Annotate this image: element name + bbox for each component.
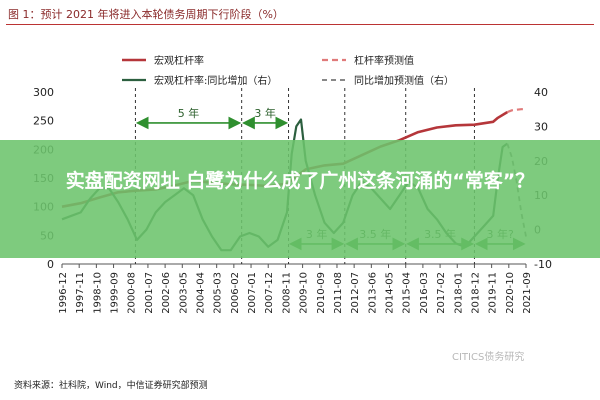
x-tick-label: 2011-08: [333, 272, 344, 314]
x-tick-label: 2018-01: [453, 272, 464, 314]
x-tick-label: 2012-07: [350, 272, 361, 314]
headline-text[interactable]: 实盘配资网址 白鹭为什么成了广州这条河涌的“常客”？: [65, 170, 535, 192]
x-tick-label: 2009-10: [299, 272, 310, 314]
x-tick-label: 2004-04: [195, 272, 206, 314]
x-tick-label: 2007-01: [247, 272, 258, 314]
x-tick-label: 2017-02: [436, 272, 447, 314]
x-tick-label: 1999-09: [110, 272, 121, 314]
legend-label: 同比增加预测值（右）: [354, 74, 454, 87]
x-tick-label: 2001-07: [144, 272, 155, 314]
x-tick-label: 1996-12: [58, 272, 69, 314]
watermark: CITICS债务研究: [452, 352, 525, 363]
x-tick-label: 2013-06: [367, 272, 378, 314]
title-rule: [6, 24, 594, 25]
x-tick-label: 2014-05: [385, 272, 396, 314]
x-tick-label: 2018-12: [470, 272, 481, 314]
source-note: 资料来源：社科院，Wind，中信证券研究部预测: [14, 381, 208, 391]
x-tick-label: 2002-06: [161, 272, 172, 314]
headline-banner[interactable]: [0, 140, 600, 258]
cycle-label: 3 年: [254, 106, 276, 120]
legend-label: 宏观杠杆率:同比增加（右）: [154, 74, 277, 87]
legend-label: 宏观杠杆率: [154, 54, 204, 67]
x-tick-label: 2007-12: [264, 272, 275, 314]
right-tick-label: 40: [534, 86, 548, 99]
x-tick-label: 2021-09: [522, 272, 533, 314]
x-tick-label: 1998-10: [92, 272, 103, 314]
left-tick-label: 300: [33, 86, 54, 99]
x-axis: 1996-12 1997-11 1998-10 1999-09 2000-08 2001-…: [58, 264, 533, 314]
x-tick-label: 2015-04: [402, 272, 413, 314]
legend-label: 杠杆率预测值: [354, 54, 414, 67]
x-tick-label: 2019-11: [488, 272, 499, 314]
x-tick-label: 2016-03: [419, 272, 430, 314]
x-tick-label: 2008-11: [281, 272, 292, 314]
left-tick-label: 250: [33, 115, 54, 128]
right-tick-label: -10: [534, 258, 552, 271]
x-tick-label: 2010-09: [316, 272, 327, 314]
figure-title: 图 1：预计 2021 年将进入本轮债务周期下行阶段（%）: [8, 8, 284, 21]
leverage-forecast-line: [506, 108, 526, 114]
x-tick-label: 1997-11: [75, 272, 86, 314]
x-tick-label: 2005-03: [213, 272, 224, 314]
x-tick-label: 2006-02: [230, 272, 241, 314]
x-tick-label: 2000-08: [127, 272, 138, 314]
cycle-label: 5 年: [178, 106, 200, 120]
right-tick-label: 30: [534, 120, 548, 133]
left-tick-label: 0: [47, 258, 54, 271]
x-tick-label: 2003-05: [178, 272, 189, 314]
x-tick-label: 2020-10: [505, 272, 516, 314]
